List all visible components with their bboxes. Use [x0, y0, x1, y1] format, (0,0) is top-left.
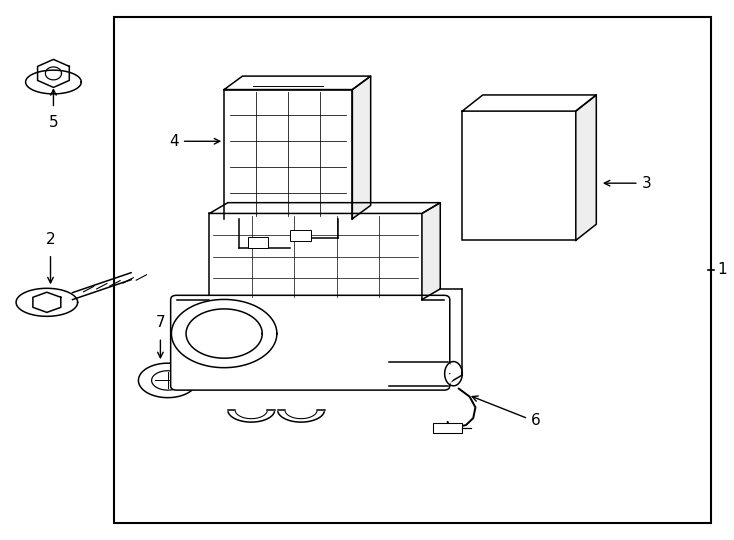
Bar: [462, 111, 575, 240]
Polygon shape: [389, 362, 457, 374]
FancyBboxPatch shape: [171, 295, 450, 390]
Polygon shape: [186, 309, 262, 358]
Bar: [247, 237, 268, 248]
Polygon shape: [209, 202, 440, 213]
Text: 3: 3: [642, 176, 652, 191]
Text: 4: 4: [169, 134, 178, 149]
Polygon shape: [422, 202, 440, 300]
Text: 2: 2: [46, 232, 55, 247]
Text: 1: 1: [717, 262, 727, 278]
Bar: [290, 230, 310, 241]
Polygon shape: [575, 95, 596, 240]
Text: 5: 5: [48, 116, 58, 131]
Bar: [433, 423, 462, 433]
Polygon shape: [224, 76, 371, 90]
Bar: [209, 213, 422, 300]
Polygon shape: [462, 95, 596, 111]
Polygon shape: [352, 76, 371, 219]
Bar: [115, 17, 711, 523]
Text: 7: 7: [156, 315, 165, 330]
Polygon shape: [389, 374, 457, 386]
Text: 6: 6: [531, 413, 541, 428]
